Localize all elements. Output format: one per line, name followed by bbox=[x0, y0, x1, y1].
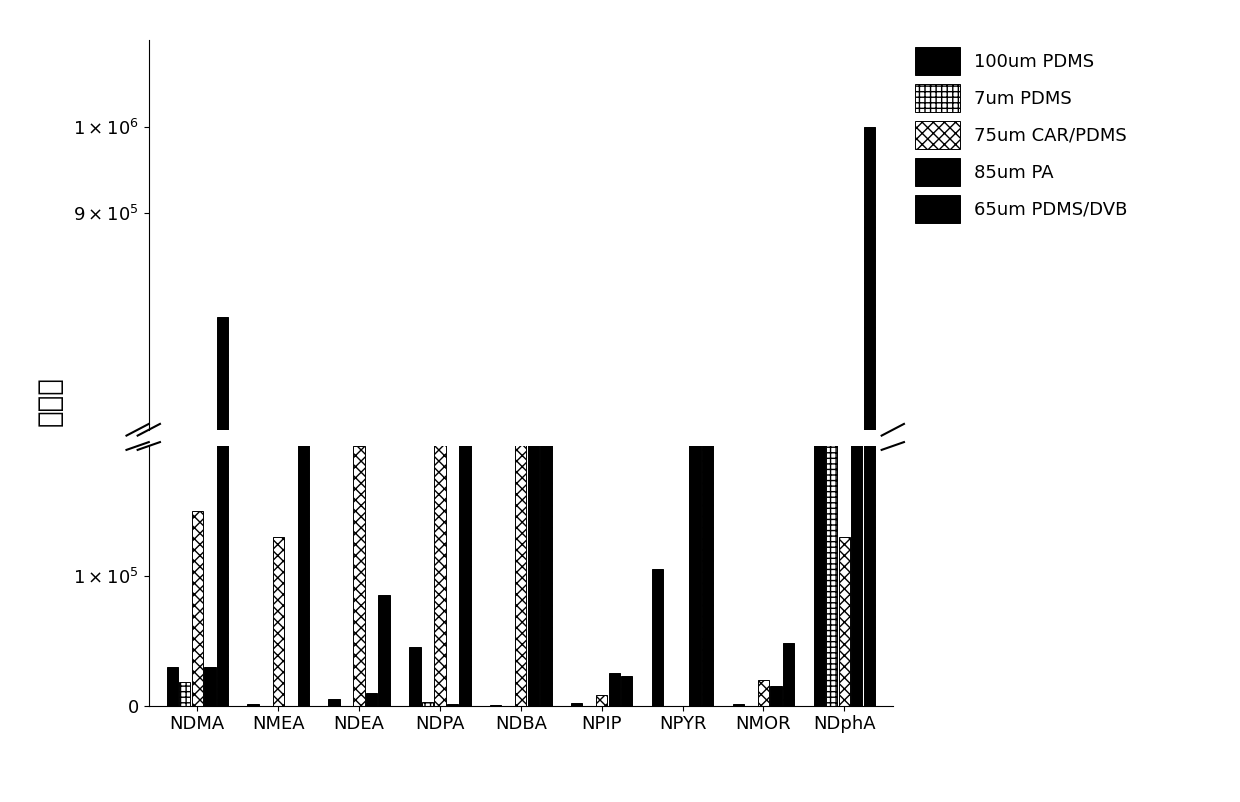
Bar bbox=[851, 793, 863, 802]
Bar bbox=[179, 683, 191, 706]
Bar bbox=[205, 666, 216, 706]
Bar bbox=[217, 317, 228, 802]
Bar bbox=[864, 127, 875, 802]
Bar bbox=[366, 693, 377, 706]
Bar bbox=[298, 433, 309, 706]
Bar bbox=[192, 511, 203, 706]
Bar bbox=[702, 407, 713, 706]
Bar bbox=[813, 407, 825, 706]
Bar bbox=[689, 433, 701, 706]
Bar bbox=[515, 407, 527, 706]
Bar bbox=[851, 407, 863, 706]
Bar bbox=[166, 666, 177, 706]
Bar bbox=[541, 793, 552, 802]
Bar bbox=[758, 680, 769, 706]
Bar bbox=[652, 569, 663, 706]
Legend: 100um PDMS, 7um PDMS, 75um CAR/PDMS, 85um PA, 65um PDMS/DVB: 100um PDMS, 7um PDMS, 75um CAR/PDMS, 85u… bbox=[908, 40, 1135, 230]
Bar bbox=[422, 702, 433, 706]
Bar bbox=[596, 695, 608, 706]
Bar bbox=[378, 595, 389, 706]
Bar bbox=[528, 433, 539, 706]
Bar bbox=[702, 793, 713, 802]
Bar bbox=[217, 0, 228, 706]
Bar bbox=[515, 793, 527, 802]
Bar bbox=[864, 0, 875, 706]
Bar bbox=[733, 704, 744, 706]
Bar bbox=[621, 676, 632, 706]
Bar bbox=[446, 704, 458, 706]
Bar bbox=[273, 537, 284, 706]
Bar bbox=[434, 663, 445, 802]
Bar bbox=[782, 643, 794, 706]
Bar bbox=[826, 420, 837, 706]
Bar bbox=[541, 407, 552, 706]
Bar bbox=[248, 704, 259, 706]
Bar bbox=[609, 674, 620, 706]
Bar bbox=[770, 687, 781, 706]
Bar bbox=[434, 213, 445, 706]
Bar bbox=[459, 433, 471, 706]
Bar bbox=[329, 699, 340, 706]
Bar bbox=[838, 537, 849, 706]
Bar bbox=[409, 647, 420, 706]
Bar bbox=[570, 703, 583, 706]
Bar bbox=[813, 793, 825, 802]
Bar bbox=[353, 446, 365, 706]
Text: 峰面积: 峰面积 bbox=[36, 376, 63, 426]
